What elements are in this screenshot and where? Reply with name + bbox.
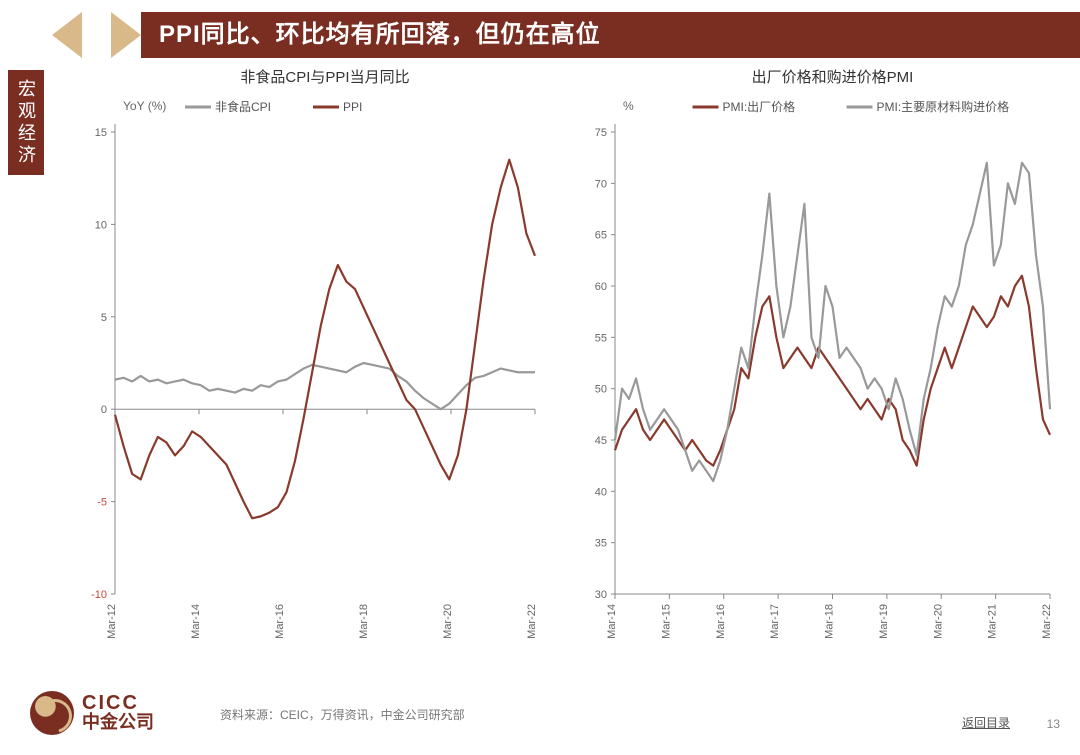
logo-cn: 中金公司	[82, 713, 154, 733]
svg-text:75: 75	[595, 127, 607, 139]
svg-text:30: 30	[595, 589, 607, 601]
logo-text: CICC 中金公司	[82, 693, 154, 733]
svg-text:40: 40	[595, 486, 607, 498]
svg-text:Mar-17: Mar-17	[769, 604, 781, 639]
svg-text:Mar-14: Mar-14	[606, 604, 618, 639]
svg-text:Mar-18: Mar-18	[824, 604, 836, 639]
svg-text:非食品CPI: 非食品CPI	[215, 99, 271, 114]
svg-text:70: 70	[595, 178, 607, 190]
svg-text:5: 5	[101, 312, 107, 324]
back-to-toc-link[interactable]: 返回目录	[962, 714, 1010, 731]
logo: CICC 中金公司	[30, 691, 154, 735]
svg-text:Mar-14: Mar-14	[190, 604, 202, 639]
chart-cpi-ppi: 非食品CPI与PPI当月同比 YoY (%) -10 -5 0 5 10 15 Mar-12 Ma…	[60, 62, 545, 664]
arrow-right-icon	[111, 12, 141, 58]
svg-text:15: 15	[95, 127, 107, 139]
svg-text:Mar-22: Mar-22	[1041, 604, 1053, 639]
svg-text:Mar-12: Mar-12	[106, 604, 118, 639]
svg-text:Mar-19: Mar-19	[878, 604, 890, 639]
svg-text:非食品CPI与PPI当月同比: 非食品CPI与PPI当月同比	[240, 69, 409, 86]
svg-text:Mar-20: Mar-20	[932, 604, 944, 639]
svg-text:65: 65	[595, 230, 607, 242]
page-number: 13	[1047, 717, 1060, 731]
svg-text:-10: -10	[91, 589, 107, 601]
svg-text:Mar-22: Mar-22	[526, 604, 538, 639]
svg-text:55: 55	[595, 332, 607, 344]
section-tab: 宏观经济	[8, 70, 44, 175]
arrow-left-icon	[52, 12, 82, 58]
svg-text:Mar-21: Mar-21	[987, 604, 999, 639]
svg-text:10: 10	[95, 219, 107, 231]
footer: CICC 中金公司 资料来源：CEIC，万得资讯，中金公司研究部 返回目录 13	[0, 685, 1080, 755]
logo-icon	[30, 691, 74, 735]
svg-text:Mar-15: Mar-15	[660, 604, 672, 639]
svg-text:60: 60	[595, 281, 607, 293]
svg-text:Mar-18: Mar-18	[358, 604, 370, 639]
svg-text:0: 0	[101, 404, 107, 416]
svg-text:Mar-16: Mar-16	[274, 604, 286, 639]
svg-text:35: 35	[595, 538, 607, 550]
svg-text:PPI: PPI	[343, 100, 362, 114]
svg-text:45: 45	[595, 435, 607, 447]
svg-text:YoY (%): YoY (%)	[123, 99, 166, 113]
logo-en: CICC	[82, 693, 154, 713]
svg-text:PMI:主要原材料购进价格: PMI:主要原材料购进价格	[877, 99, 1010, 114]
page-title: PPI同比、环比均有所回落，但仍在高位	[141, 12, 1080, 58]
source-text: 资料来源：CEIC，万得资讯，中金公司研究部	[220, 706, 465, 723]
svg-text:Mar-20: Mar-20	[442, 604, 454, 639]
title-bar: PPI同比、环比均有所回落，但仍在高位	[0, 12, 1080, 58]
svg-text:%: %	[623, 99, 634, 113]
svg-text:出厂价格和购进价格PMI: 出厂价格和购进价格PMI	[752, 69, 914, 86]
svg-text:50: 50	[595, 384, 607, 396]
chart-pmi: 出厂价格和购进价格PMI% 30 35 40 45 50 55 60 65 70 75 Mar-14 M…	[560, 62, 1060, 664]
svg-text:Mar-16: Mar-16	[715, 604, 727, 639]
svg-text:PMI:出厂价格: PMI:出厂价格	[723, 99, 796, 114]
svg-text:-5: -5	[97, 497, 107, 509]
